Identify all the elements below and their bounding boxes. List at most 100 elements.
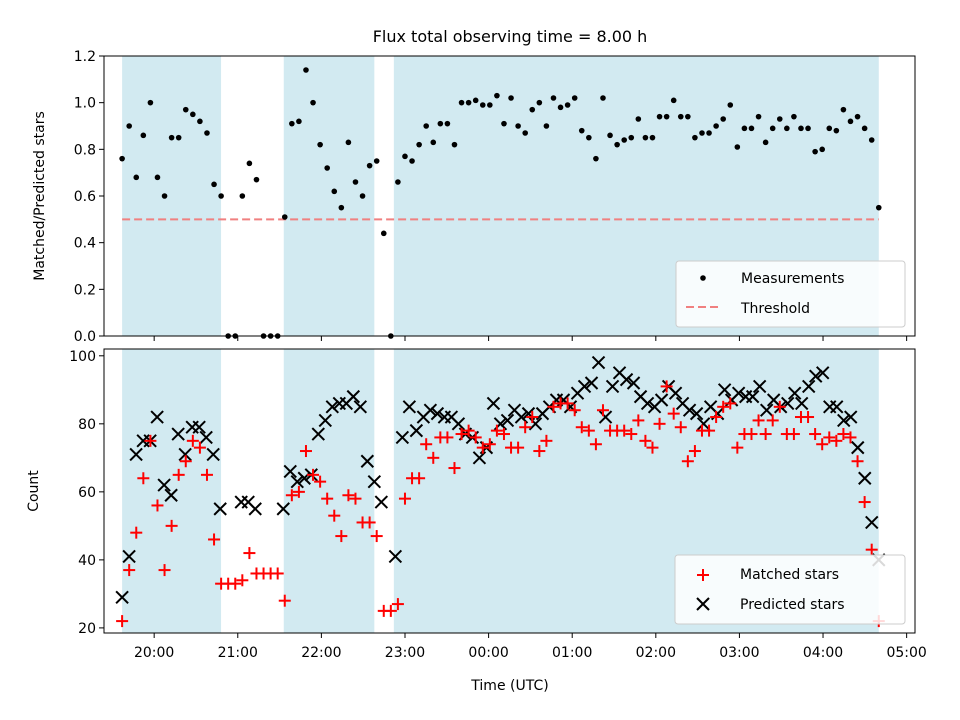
measurement-point bbox=[826, 125, 833, 132]
predicted-star-point bbox=[318, 413, 332, 428]
matched-star-point bbox=[809, 428, 822, 441]
measurement-point bbox=[409, 158, 415, 164]
measurement-point bbox=[479, 102, 486, 108]
matched-star-point bbox=[476, 441, 489, 454]
measurement-point bbox=[755, 113, 762, 120]
matched-star-point bbox=[391, 598, 404, 611]
measurement-point bbox=[868, 137, 875, 143]
matched-star-point bbox=[512, 441, 525, 454]
matched-star-point bbox=[625, 428, 638, 441]
predicted-star-point bbox=[122, 549, 136, 564]
measurement-point bbox=[147, 99, 154, 106]
x-tick-label: 04:00 bbox=[803, 645, 843, 661]
matched-star-point bbox=[413, 472, 426, 485]
measurement-point bbox=[706, 130, 712, 136]
matched-star-point bbox=[483, 438, 496, 451]
predicted-star-point bbox=[157, 478, 171, 492]
matched-star-point bbox=[151, 499, 164, 512]
predicted-star-point bbox=[115, 590, 129, 604]
x-tick-label: 23:00 bbox=[385, 645, 425, 661]
measurement-point bbox=[621, 137, 627, 143]
bottom-y-axis-label: Count bbox=[26, 470, 42, 512]
measurement-point bbox=[875, 204, 882, 211]
predicted-star-point bbox=[360, 454, 375, 468]
matched-star-point bbox=[448, 462, 461, 475]
y-tick-label: 80 bbox=[78, 417, 96, 433]
matched-star-point bbox=[384, 604, 397, 617]
x-tick-label: 01:00 bbox=[552, 645, 592, 661]
predicted-star-point bbox=[290, 474, 304, 489]
matched-star-point bbox=[618, 424, 631, 437]
measurement-point bbox=[769, 125, 776, 132]
matched-star-point bbox=[349, 492, 362, 505]
chart-title: Flux total observing time = 8.00 h bbox=[373, 27, 648, 46]
predicted-star-point bbox=[865, 515, 879, 530]
matched-star-point bbox=[285, 489, 298, 502]
measurement-point bbox=[557, 104, 564, 111]
measurement-point bbox=[487, 102, 493, 108]
measurement-point bbox=[578, 127, 585, 134]
matched-star-point bbox=[589, 438, 602, 451]
matched-star-point bbox=[427, 451, 440, 464]
matched-star-point bbox=[497, 428, 510, 441]
predicted-star-point bbox=[598, 410, 613, 424]
matched-star-point bbox=[724, 397, 737, 410]
measurement-point bbox=[338, 204, 345, 211]
measurement-point bbox=[805, 125, 811, 132]
predicted-star-point bbox=[640, 396, 655, 411]
predicted-star-point bbox=[178, 447, 192, 462]
predicted-star-point bbox=[858, 471, 872, 485]
measurement-point bbox=[812, 148, 818, 155]
measurement-point bbox=[819, 146, 825, 153]
predicted-star-point bbox=[731, 386, 746, 400]
y-tick-label: 0.6 bbox=[74, 189, 96, 205]
matched-star-point bbox=[851, 455, 864, 468]
predicted-star-point bbox=[472, 451, 487, 465]
predicted-star-point bbox=[430, 406, 445, 421]
matched-star-point bbox=[830, 434, 843, 447]
predicted-star-point bbox=[619, 372, 634, 387]
measurement-point bbox=[345, 139, 352, 146]
measurement-point bbox=[784, 125, 790, 132]
measurement-point bbox=[190, 111, 196, 118]
matched-star-point bbox=[717, 400, 730, 413]
predicted-star-point bbox=[809, 369, 823, 383]
predicted-star-point bbox=[717, 383, 732, 397]
measurement-point bbox=[741, 125, 748, 132]
matched-star-point bbox=[208, 533, 221, 546]
predicted-star-point bbox=[395, 430, 410, 445]
matched-star-point bbox=[745, 428, 758, 441]
measurement-point bbox=[798, 125, 804, 132]
x-tick-label: 03:00 bbox=[719, 645, 759, 661]
matched-star-point bbox=[759, 428, 772, 441]
measurement-point bbox=[168, 134, 175, 141]
measurement-point bbox=[154, 174, 161, 181]
y-tick-label: 0.0 bbox=[74, 329, 96, 345]
measurement-point bbox=[296, 118, 302, 125]
measurement-point bbox=[352, 179, 359, 185]
measurement-point bbox=[536, 99, 543, 106]
predicted-star-point bbox=[577, 379, 592, 394]
predicted-star-point bbox=[325, 400, 340, 414]
measurement-point bbox=[762, 139, 769, 146]
measurement-point bbox=[444, 120, 451, 127]
matched-star-point bbox=[703, 424, 716, 437]
y-tick-label: 20 bbox=[78, 621, 96, 637]
predicted-star-point bbox=[451, 417, 466, 431]
matched-star-point bbox=[681, 455, 694, 468]
matched-star-point bbox=[823, 431, 836, 444]
measurement-point bbox=[253, 176, 260, 183]
matched-stars-points bbox=[116, 380, 885, 628]
measurement-point bbox=[395, 179, 401, 185]
predicted-star-point bbox=[830, 400, 844, 414]
predicted-star-point bbox=[745, 389, 760, 404]
legend-predicted-marker bbox=[696, 597, 710, 611]
measurement-point bbox=[133, 174, 140, 181]
matched-star-point bbox=[582, 424, 595, 437]
measurement-point bbox=[317, 141, 323, 148]
measurement-point bbox=[423, 123, 429, 129]
x-tick-label: 02:00 bbox=[636, 645, 676, 661]
matched-star-point bbox=[462, 424, 475, 437]
matched-star-point bbox=[837, 428, 850, 441]
measurement-point bbox=[614, 141, 620, 148]
